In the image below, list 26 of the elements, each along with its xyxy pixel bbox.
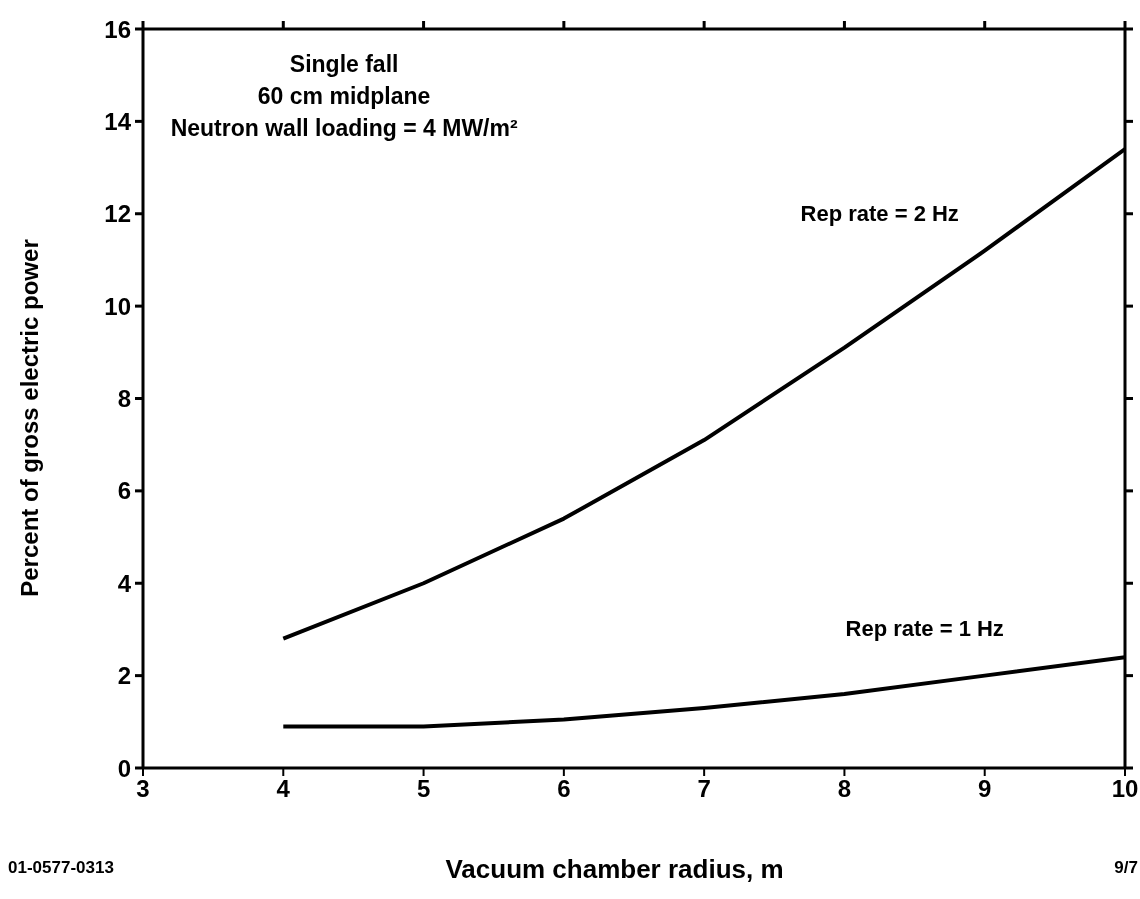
series-label: Rep rate = 2 Hz bbox=[800, 200, 959, 226]
y-tick-label: 6 bbox=[117, 477, 131, 505]
x-tick-label: 5 bbox=[416, 775, 431, 803]
x-tick-label: 7 bbox=[697, 775, 711, 803]
text: 01-0577-0313 bbox=[8, 858, 114, 878]
x-tick-label: 6 bbox=[557, 775, 571, 803]
x-tick-label: 3 bbox=[136, 775, 150, 803]
y-tick-label: 16 bbox=[104, 15, 131, 43]
annotation: 60 cm midplane bbox=[256, 81, 432, 111]
y-tick-label: 8 bbox=[117, 385, 131, 413]
x-axis-title: Vacuum chamber radius, m bbox=[444, 854, 785, 885]
x-tick-label: 8 bbox=[837, 775, 852, 803]
y-tick-label: 10 bbox=[104, 292, 131, 320]
x-tick-label: 10 bbox=[1111, 775, 1139, 803]
x-tick-label: 4 bbox=[276, 775, 291, 803]
y-tick-label: 4 bbox=[117, 569, 132, 597]
x-tick-label: 9 bbox=[978, 775, 992, 803]
y-tick-label: 0 bbox=[117, 754, 131, 782]
y-tick-label: 14 bbox=[104, 107, 132, 135]
y-tick-label: 12 bbox=[104, 200, 131, 228]
annotation: Neutron wall loading = 4 MW/m² bbox=[169, 113, 519, 143]
y-axis-title: Percent of gross electric power bbox=[16, 239, 44, 597]
series-label: Rep rate = 1 Hz bbox=[845, 615, 1004, 641]
y-tick-label: 2 bbox=[117, 662, 131, 690]
annotation: Single fall bbox=[288, 49, 400, 79]
text: 9/7 bbox=[1114, 858, 1138, 878]
